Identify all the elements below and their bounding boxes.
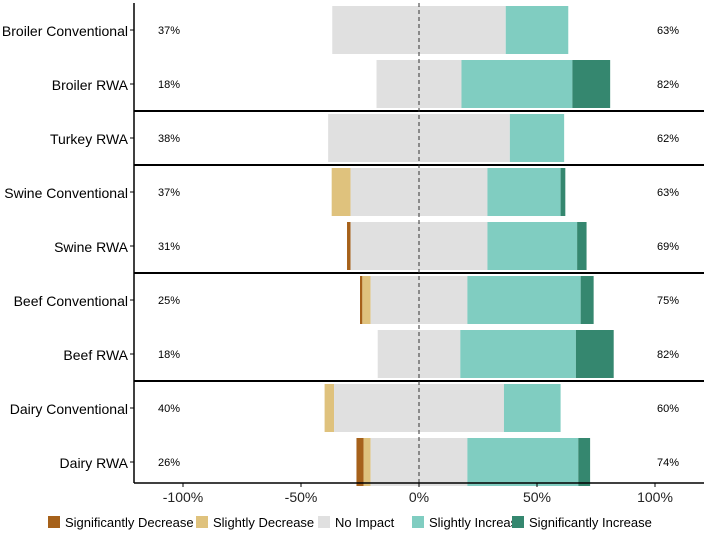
legend-label-significantly-decrease: Significantly Decrease	[65, 515, 194, 530]
bar-swine-rwa-slightly-increase	[487, 222, 578, 270]
x-tick-label-1: -50%	[285, 489, 318, 505]
right-percent-turkey-rwa: 62%	[657, 133, 679, 145]
legend-swatch-significantly-decrease	[48, 516, 60, 528]
bar-beef-conventional-significantly-decrease	[360, 276, 363, 324]
category-label-broiler-rwa: Broiler RWA	[52, 77, 129, 93]
bar-turkey-rwa-slightly-increase	[509, 114, 565, 162]
bar-dairy-conventional-slightly-increase	[503, 384, 561, 432]
bar-broiler-rwa-significantly-increase	[572, 60, 611, 108]
category-label-dairy-conventional: Dairy Conventional	[10, 401, 128, 417]
right-percent-broiler-conventional: 63%	[657, 25, 679, 37]
x-tick-label-3: 50%	[523, 489, 551, 505]
legend-label-slightly-increase: Slightly Increase	[429, 515, 524, 530]
bar-beef-conventional-slightly-increase	[467, 276, 581, 324]
category-label-beef-conventional: Beef Conventional	[14, 293, 128, 309]
right-percent-beef-conventional: 75%	[657, 295, 679, 307]
right-percent-dairy-rwa: 74%	[657, 457, 679, 469]
bar-dairy-rwa-significantly-decrease	[356, 438, 364, 486]
bar-swine-conventional-slightly-decrease	[331, 168, 351, 216]
right-percent-swine-conventional: 63%	[657, 187, 679, 199]
bars-layer	[324, 6, 614, 486]
labels-layer: Broiler Conventional 37% 63% Broiler RWA 18%…	[2, 23, 679, 471]
right-percent-beef-rwa: 82%	[657, 349, 679, 361]
bar-dairy-conventional-slightly-decrease	[324, 384, 335, 432]
left-percent-turkey-rwa: 38%	[158, 133, 180, 145]
left-percent-beef-rwa: 18%	[158, 349, 180, 361]
legend-swatch-significantly-increase	[512, 516, 524, 528]
legend-label-significantly-increase: Significantly Increase	[529, 515, 652, 530]
left-percent-dairy-conventional: 40%	[158, 403, 180, 415]
legend-swatch-slightly-decrease	[196, 516, 208, 528]
bar-broiler-conventional-slightly-increase	[505, 6, 569, 54]
category-label-swine-conventional: Swine Conventional	[4, 185, 128, 201]
legend-label-slightly-decrease: Slightly Decrease	[213, 515, 314, 530]
category-label-broiler-conventional: Broiler Conventional	[2, 23, 128, 39]
right-percent-swine-rwa: 69%	[657, 241, 679, 253]
bar-swine-conventional-slightly-increase	[487, 168, 561, 216]
category-label-swine-rwa: Swine RWA	[54, 239, 129, 255]
bar-beef-rwa-significantly-increase	[575, 330, 614, 378]
left-percent-broiler-rwa: 18%	[158, 79, 180, 91]
category-label-dairy-rwa: Dairy RWA	[60, 455, 129, 471]
left-percent-swine-rwa: 31%	[158, 241, 180, 253]
left-percent-broiler-conventional: 37%	[158, 25, 180, 37]
category-label-beef-rwa: Beef RWA	[63, 347, 128, 363]
bar-broiler-rwa-slightly-increase	[461, 60, 573, 108]
bar-beef-conventional-slightly-decrease	[362, 276, 371, 324]
bar-dairy-rwa-slightly-increase	[467, 438, 579, 486]
bar-swine-rwa-significantly-increase	[577, 222, 587, 270]
x-tick-label-0: -100%	[163, 489, 203, 505]
legend-label-no-impact: No Impact	[335, 515, 395, 530]
legend-swatch-slightly-increase	[412, 516, 424, 528]
x-tick-label-2: 0%	[409, 489, 429, 505]
right-percent-dairy-conventional: 60%	[657, 403, 679, 415]
bar-dairy-rwa-significantly-increase	[578, 438, 591, 486]
left-percent-beef-conventional: 25%	[158, 295, 180, 307]
bar-beef-rwa-slightly-increase	[460, 330, 576, 378]
left-percent-dairy-rwa: 26%	[158, 457, 180, 469]
bar-swine-conventional-significantly-increase	[560, 168, 566, 216]
axes-layer: -100% -50% 0% 50% 100%	[130, 3, 704, 505]
bar-swine-rwa-significantly-decrease	[347, 222, 351, 270]
right-percent-broiler-rwa: 82%	[657, 79, 679, 91]
x-tick-label-4: 100%	[637, 489, 673, 505]
bar-beef-conventional-significantly-increase	[580, 276, 594, 324]
legend: Significantly Decrease Slightly Decrease N…	[48, 515, 652, 530]
category-label-turkey-rwa: Turkey RWA	[50, 131, 129, 147]
bar-dairy-rwa-slightly-decrease	[363, 438, 371, 486]
left-percent-swine-conventional: 37%	[158, 187, 180, 199]
legend-swatch-no-impact	[318, 516, 330, 528]
